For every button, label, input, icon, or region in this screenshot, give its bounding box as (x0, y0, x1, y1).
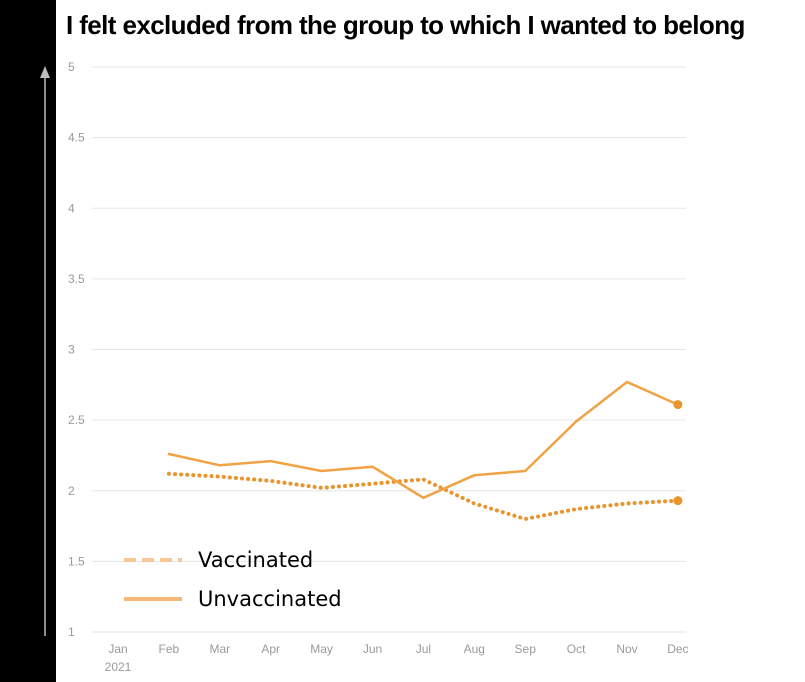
series-line-unvaccinated (167, 380, 680, 500)
series-end-point-vaccinated (673, 496, 683, 506)
x-tick-label: Apr (261, 642, 280, 656)
x-tick-label: Jan (108, 642, 127, 656)
y-tick-label: 3 (68, 343, 75, 357)
vertical-axis-arrow (40, 66, 50, 636)
x-tick-label: Mar (209, 642, 230, 656)
x-tick-label: Jul (416, 642, 431, 656)
x-tick-label: Sep (515, 642, 537, 656)
series-lines (166, 380, 683, 521)
x-tick-label: Oct (567, 642, 586, 656)
y-tick-label: 1 (68, 625, 75, 639)
x-tick-label: Aug (464, 642, 485, 656)
x-tick-label: May (310, 642, 333, 656)
series-line-vaccinated (166, 471, 680, 521)
y-tick-label: 2.5 (68, 413, 85, 427)
y-tick-label: 1.5 (68, 554, 85, 568)
y-tick-label: 4 (68, 201, 75, 215)
x-tick-label: Feb (159, 642, 180, 656)
y-tick-label: 4.5 (68, 131, 85, 145)
legend: Vaccinated Unvaccinated (124, 548, 342, 611)
chart-title: I felt excluded from the group to which … (66, 10, 745, 40)
x-tick-label: Jun (363, 642, 382, 656)
y-tick-label: 5 (68, 60, 75, 74)
y-tick-label: 3.5 (68, 272, 85, 286)
legend-label-vaccinated: Vaccinated (198, 548, 313, 572)
series-end-point-unvaccinated (673, 400, 683, 410)
x-axis-ticks: Jan Feb Mar Apr May Jun Jul Aug Sep Oct Nov Dec 2021 (105, 642, 689, 674)
x-year-label: 2021 (105, 660, 132, 674)
legend-label-unvaccinated: Unvaccinated (198, 587, 342, 611)
x-tick-label: Dec (667, 642, 688, 656)
y-axis-ticks: 1 1.5 2 2.5 3 3.5 4 4.5 5 (68, 60, 85, 639)
gridlines (92, 66, 686, 633)
x-tick-label: Nov (616, 642, 637, 656)
left-axis-band (0, 0, 56, 682)
y-tick-label: 2 (68, 484, 75, 498)
